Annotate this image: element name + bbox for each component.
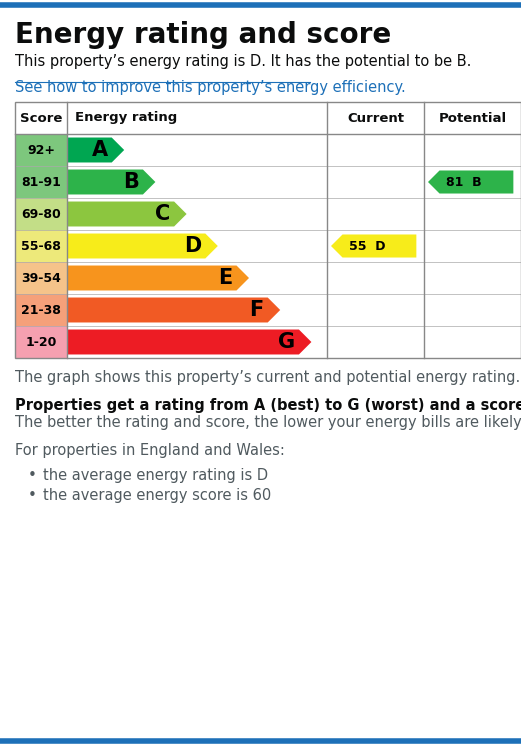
Text: Energy rating and score: Energy rating and score <box>15 21 391 49</box>
Polygon shape <box>67 298 280 322</box>
Text: C: C <box>155 204 170 224</box>
Text: B: B <box>123 172 139 192</box>
Polygon shape <box>67 169 155 195</box>
Polygon shape <box>67 266 249 290</box>
Text: A: A <box>92 140 108 160</box>
Text: Energy rating: Energy rating <box>75 111 177 125</box>
Text: 81-91: 81-91 <box>21 175 61 189</box>
Text: D: D <box>184 236 201 256</box>
Text: the average energy rating is D: the average energy rating is D <box>43 468 268 483</box>
Text: Score: Score <box>20 111 62 125</box>
Polygon shape <box>67 201 187 227</box>
Polygon shape <box>67 233 218 258</box>
Polygon shape <box>331 234 416 257</box>
Text: •: • <box>28 468 37 483</box>
Text: Properties get a rating from A (best) to G (worst) and a score.: Properties get a rating from A (best) to… <box>15 398 521 413</box>
Text: Potential: Potential <box>439 111 506 125</box>
Bar <box>15 134 67 166</box>
Text: See how to improve this property’s energy efficiency.: See how to improve this property’s energ… <box>15 80 406 95</box>
Text: G: G <box>278 332 295 352</box>
Text: F: F <box>250 300 264 320</box>
Text: The graph shows this property’s current and potential energy rating.: The graph shows this property’s current … <box>15 370 520 385</box>
Text: For properties in England and Wales:: For properties in England and Wales: <box>15 443 285 458</box>
Text: 21-38: 21-38 <box>21 304 61 316</box>
Bar <box>15 262 67 294</box>
Bar <box>15 294 67 326</box>
Bar <box>15 102 521 358</box>
Text: •: • <box>28 488 37 503</box>
Text: 55-68: 55-68 <box>21 239 61 252</box>
Polygon shape <box>67 330 312 354</box>
Text: 92+: 92+ <box>27 143 55 157</box>
Bar <box>15 198 67 230</box>
Polygon shape <box>67 137 124 163</box>
Bar <box>15 230 67 262</box>
Text: The better the rating and score, the lower your energy bills are likely to be.: The better the rating and score, the low… <box>15 415 521 430</box>
Polygon shape <box>428 171 513 193</box>
Text: 1-20: 1-20 <box>26 336 57 348</box>
Text: the average energy score is 60: the average energy score is 60 <box>43 488 271 503</box>
Text: Current: Current <box>347 111 404 125</box>
Text: 81  B: 81 B <box>445 175 481 189</box>
Text: This property’s energy rating is D. It has the potential to be B.: This property’s energy rating is D. It h… <box>15 54 472 69</box>
Text: 55  D: 55 D <box>349 239 385 252</box>
Bar <box>15 326 67 358</box>
Text: 69-80: 69-80 <box>21 207 61 221</box>
Text: 39-54: 39-54 <box>21 272 61 284</box>
Text: E: E <box>218 268 232 288</box>
Bar <box>15 166 67 198</box>
